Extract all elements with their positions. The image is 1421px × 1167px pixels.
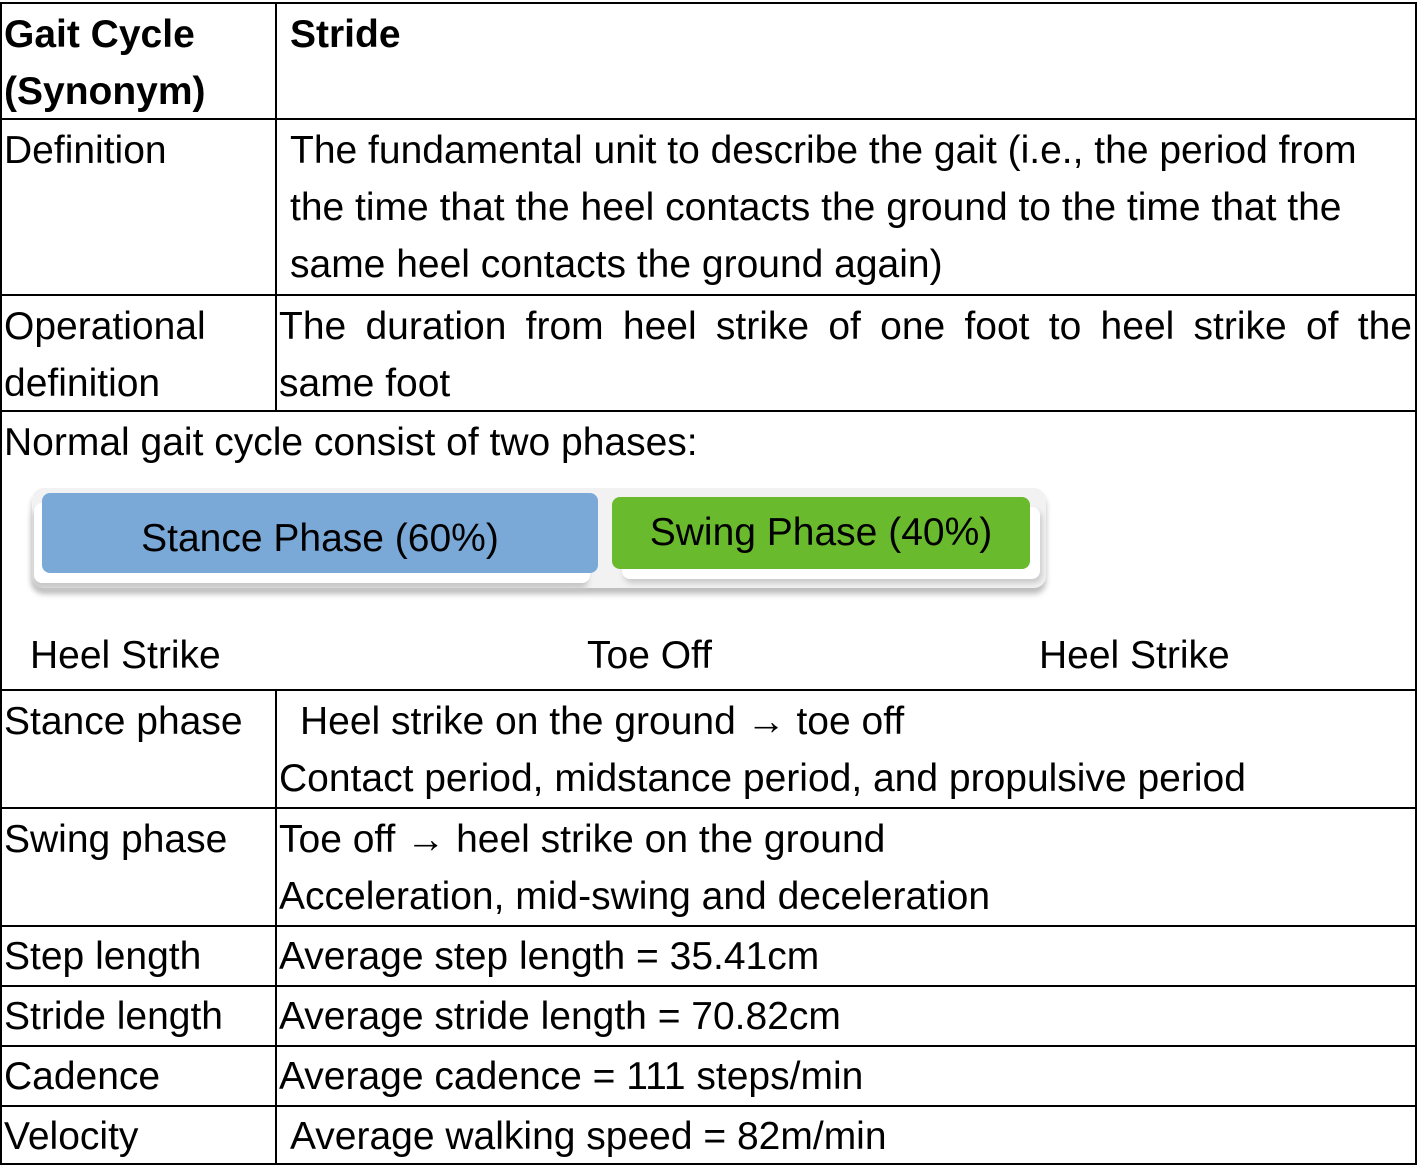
definition-label: Definition xyxy=(4,129,167,172)
rule xyxy=(0,925,1417,927)
rule xyxy=(275,2,277,412)
swing-from: Toe off xyxy=(279,818,396,861)
stance-line1: Heel strike on the ground → toe off xyxy=(300,693,904,750)
swing-label: Swing phase xyxy=(4,818,228,861)
stance-phase-label: Stance Phase (60%) xyxy=(141,517,499,560)
operational-label-line: Operational xyxy=(4,305,206,348)
stance-label: Stance phase xyxy=(4,700,243,743)
cadence-value: Average cadence = 111 steps/min xyxy=(279,1055,864,1098)
marker-heel-strike-start: Heel Strike xyxy=(30,634,221,677)
swing-phase-label: Swing Phase (40%) xyxy=(649,511,993,554)
header-label-line: (Synonym) xyxy=(4,70,206,113)
operational-value: The duration from heel strike of one foo… xyxy=(279,305,1412,405)
rule xyxy=(0,985,1417,987)
marker-toe-off: Toe Off xyxy=(587,634,713,677)
rule xyxy=(0,2,1417,4)
stance-to: toe off xyxy=(796,700,905,743)
phases-intro: Normal gait cycle consist of two phases: xyxy=(4,421,698,464)
rule xyxy=(0,689,1417,691)
rule xyxy=(275,689,277,1165)
rule xyxy=(0,410,1417,412)
stance-from: Heel strike on the ground xyxy=(300,700,736,743)
step-length-label: Step length xyxy=(4,935,202,978)
velocity-label: Velocity xyxy=(4,1115,139,1158)
stride-length-value: Average stride length = 70.82cm xyxy=(279,995,841,1038)
rule xyxy=(0,1045,1417,1047)
cadence-label: Cadence xyxy=(4,1055,161,1098)
stride-length-label: Stride length xyxy=(4,995,223,1038)
rule xyxy=(0,294,1417,296)
header-value: Stride xyxy=(290,13,401,56)
definition-value: The fundamental unit to describe the gai… xyxy=(290,129,1357,286)
rule xyxy=(0,1105,1417,1107)
rule xyxy=(1415,2,1417,1165)
header-label: Gait Cycle (Synonym) xyxy=(4,6,206,120)
step-length-value: Average step length = 35.41cm xyxy=(279,935,820,978)
swing-line1: Toe off → heel strike on the ground xyxy=(279,811,885,868)
operational-label-line: definition xyxy=(4,362,161,405)
swing-to: heel strike on the ground xyxy=(456,818,886,861)
stance-phase-box: Stance Phase (60%) xyxy=(42,493,598,573)
rule xyxy=(0,1163,1417,1165)
rule xyxy=(0,118,1417,120)
rule xyxy=(0,2,2,1165)
header-label-line: Gait Cycle xyxy=(4,13,195,56)
swing-line2: Acceleration, mid-swing and deceleration xyxy=(279,875,991,918)
velocity-value: Average walking speed = 82m/min xyxy=(290,1115,887,1158)
swing-phase-box: Swing Phase (40%) xyxy=(612,497,1030,569)
arrow-right-icon: → xyxy=(406,818,446,861)
operational-label: Operational definition xyxy=(4,298,206,412)
marker-heel-strike-end: Heel Strike xyxy=(1039,634,1230,677)
rule xyxy=(0,807,1417,809)
arrow-right-icon: → xyxy=(746,700,786,743)
stance-line2: Contact period, midstance period, and pr… xyxy=(279,757,1246,800)
